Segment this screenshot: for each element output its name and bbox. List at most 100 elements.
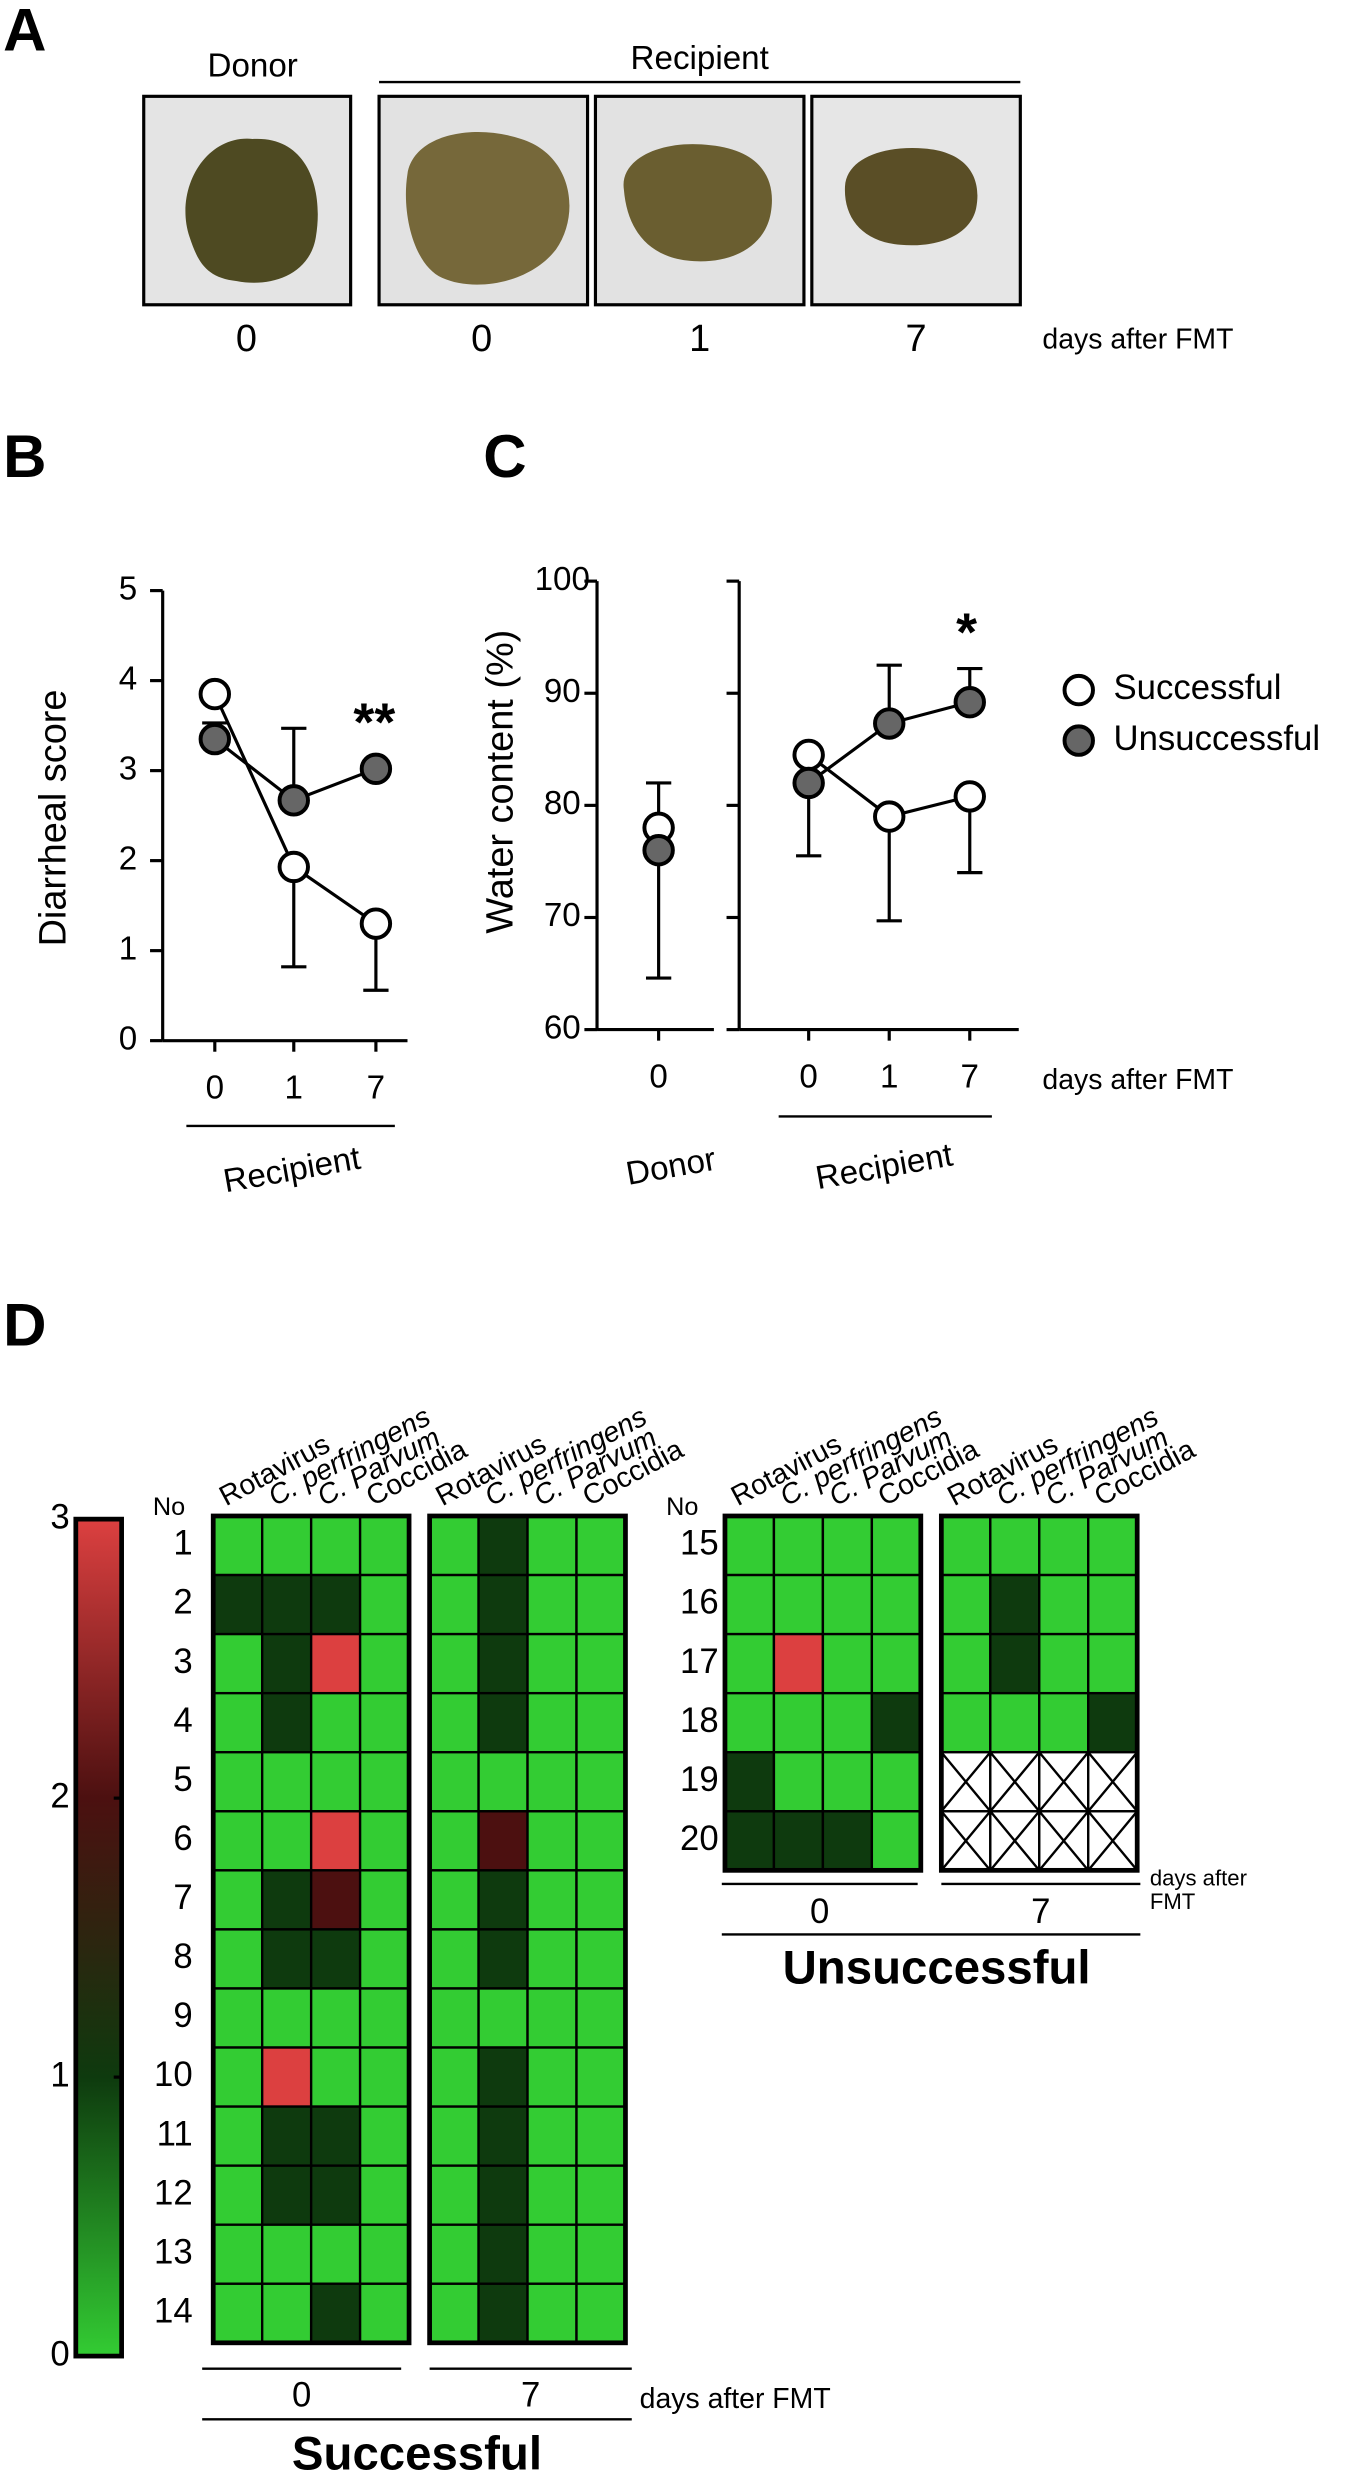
row-label: 11 <box>157 2115 193 2153</box>
heatmap-cell <box>358 1632 411 1695</box>
heatmap-cell <box>428 2105 480 2167</box>
row-label: 17 <box>680 1643 719 1681</box>
colorbar-label: 1 <box>50 2056 69 2094</box>
x-tick-label: 0 <box>799 1058 817 1095</box>
x-tick-label: 0 <box>206 1069 224 1106</box>
heatmap-cell <box>1087 1573 1139 1636</box>
heatmap-cell <box>940 1573 992 1636</box>
heatmap-cell <box>212 1691 264 1754</box>
heatmap-cell <box>723 1573 776 1636</box>
row-label: 18 <box>680 1702 719 1740</box>
heatmap-cell <box>477 1751 529 1813</box>
heatmap-cell <box>772 1691 825 1754</box>
heatmap-cell <box>477 1869 529 1931</box>
heatmap-cell <box>261 1632 313 1695</box>
heatmap-cell <box>358 2164 411 2226</box>
day-label: 0 <box>471 318 492 360</box>
heatmap-cell <box>212 2282 264 2345</box>
heatmap-cell <box>821 1810 874 1872</box>
heatmap-cell <box>212 1514 264 1577</box>
annotation: * <box>956 603 977 663</box>
row-label: 19 <box>680 1761 719 1799</box>
heatmap-cell <box>428 2046 480 2108</box>
heatmap-cell <box>526 1514 578 1577</box>
heatmap-cell <box>526 1810 578 1872</box>
y-tick-label: 80 <box>544 785 581 822</box>
heatmap-cell <box>212 1632 264 1695</box>
heatmap-cell <box>212 2164 264 2226</box>
missing-cell <box>940 1751 992 1813</box>
heatmap-cell <box>526 2282 578 2345</box>
heatmap-cell <box>526 2105 578 2167</box>
y-tick-label: 70 <box>544 897 581 934</box>
row-label: 7 <box>173 1879 192 1917</box>
heatmap-cell <box>358 1751 411 1813</box>
y-tick-label: 4 <box>119 660 137 697</box>
heatmap-cell <box>309 2164 362 2226</box>
point <box>198 677 231 711</box>
day-label: 0 <box>236 318 257 360</box>
heatmap-cell <box>428 2164 480 2226</box>
panel-label: C <box>483 423 526 490</box>
heatmap-cell <box>526 2223 578 2285</box>
heatmap-cell <box>575 1869 627 1931</box>
cell-cross <box>989 1751 1041 1813</box>
colorbar-label: 0 <box>50 2335 69 2373</box>
heatmap-cell <box>477 2164 529 2226</box>
heatmap-cell <box>1087 1632 1139 1695</box>
missing-cell <box>1038 1751 1090 1813</box>
heatmap-cell <box>212 1987 264 2049</box>
cell-cross <box>1038 1810 1090 1872</box>
point <box>873 800 906 833</box>
heatmap-cell <box>212 1928 264 1990</box>
heatmap-cell <box>358 1928 411 1990</box>
heatmap-cell <box>212 1751 264 1813</box>
day-label: 0 <box>292 2376 311 2414</box>
heatmap-cell <box>477 1810 529 1872</box>
heatmap-cell <box>428 1810 480 1872</box>
heatmap-cell <box>575 1514 627 1577</box>
heatmap-cell <box>212 2046 264 2108</box>
stool-image <box>405 132 570 285</box>
heatmap-cell <box>428 2223 480 2285</box>
heatmap-cell <box>477 2105 529 2167</box>
row-header: No <box>153 1493 185 1521</box>
heatmap-cell <box>309 1869 362 1931</box>
heatmap-cell <box>261 2164 313 2226</box>
heatmap-cell <box>989 1691 1041 1754</box>
heatmap-cell <box>575 1987 627 2049</box>
heatmap-cell <box>1038 1632 1090 1695</box>
heatmap-cell <box>428 1632 480 1695</box>
colorbar <box>73 1516 124 2359</box>
error-bar <box>281 866 307 969</box>
stool-image <box>844 147 978 246</box>
heatmap-cell <box>309 1573 362 1636</box>
legend-label: Successful <box>1114 669 1282 707</box>
row-label: 16 <box>680 1584 719 1622</box>
y-tick-label: 3 <box>119 750 137 787</box>
heatmap-cell <box>772 1514 825 1577</box>
panel-label: B <box>3 423 46 490</box>
heatmap-cell <box>261 1928 313 1990</box>
point <box>359 752 393 786</box>
day-label: 7 <box>906 318 927 360</box>
heatmap-cell <box>358 1573 411 1636</box>
heatmap-cell <box>821 1573 874 1636</box>
grid-border <box>938 1513 1140 1873</box>
x-axis-label: days after FMT <box>1042 1064 1233 1096</box>
heatmap-cell <box>772 1573 825 1636</box>
heatmap-cell <box>358 2046 411 2108</box>
heatmap-cell <box>309 2105 362 2167</box>
row-label: 3 <box>173 1643 192 1681</box>
row-label: 5 <box>173 1761 192 1799</box>
heatmap-cell <box>261 1573 313 1636</box>
heatmap-cell <box>261 1514 313 1577</box>
y-tick-label: 5 <box>119 570 137 607</box>
heatmap-cell <box>428 1691 480 1754</box>
heatmap-cell <box>212 2105 264 2167</box>
y-axis-label: Diarrheal score <box>32 690 74 947</box>
missing-cell <box>1038 1810 1090 1872</box>
heatmap-cell <box>428 2282 480 2345</box>
heatmap-cell <box>940 1691 992 1754</box>
heatmap-cell <box>309 1987 362 2049</box>
